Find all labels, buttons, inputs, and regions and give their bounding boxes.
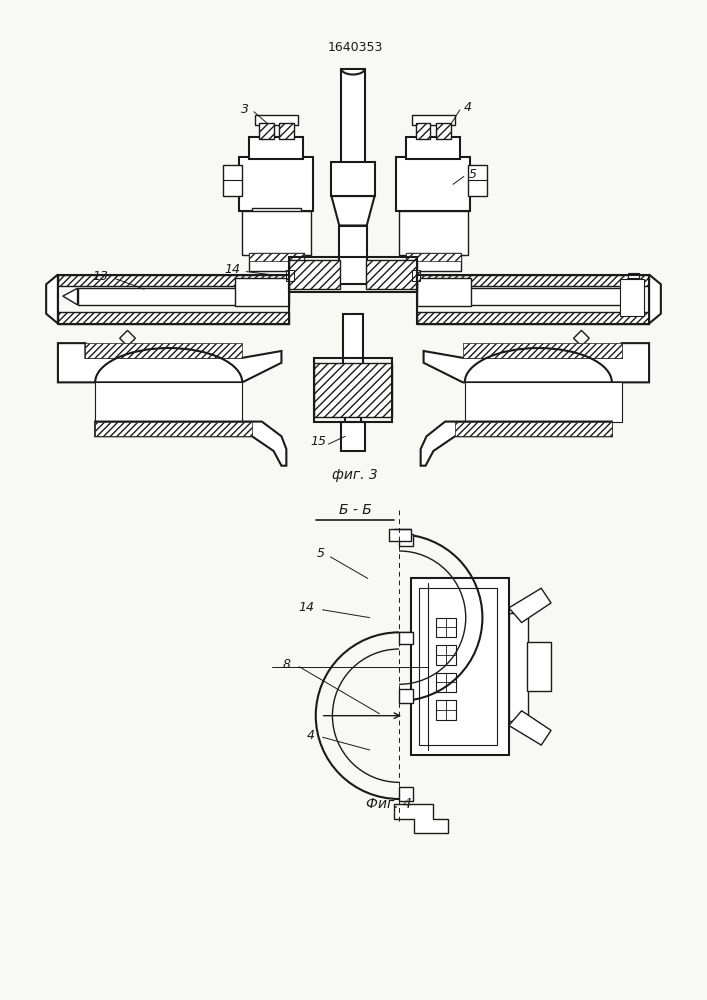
Bar <box>412 115 455 125</box>
Polygon shape <box>421 422 612 466</box>
Polygon shape <box>395 804 448 833</box>
Bar <box>58 275 289 324</box>
Bar <box>58 312 289 324</box>
Text: 14: 14 <box>298 601 314 614</box>
Bar <box>286 270 294 281</box>
Polygon shape <box>63 288 78 305</box>
Bar <box>243 211 311 255</box>
Text: 13: 13 <box>92 270 108 283</box>
Polygon shape <box>629 288 644 305</box>
Bar <box>416 312 649 324</box>
Bar <box>259 235 294 253</box>
Bar <box>399 211 468 255</box>
Polygon shape <box>46 275 58 324</box>
Bar <box>628 273 639 278</box>
Bar <box>341 69 365 186</box>
Bar <box>339 226 367 284</box>
Bar <box>406 137 460 159</box>
Bar <box>95 422 252 436</box>
Text: 14: 14 <box>224 263 240 276</box>
Bar <box>412 270 420 281</box>
Bar <box>223 165 243 196</box>
Bar <box>455 422 612 436</box>
Polygon shape <box>649 275 661 324</box>
Polygon shape <box>95 422 286 466</box>
Bar <box>436 700 456 720</box>
Bar <box>239 157 312 211</box>
Bar <box>446 288 629 305</box>
Polygon shape <box>509 588 551 623</box>
Bar <box>436 123 451 139</box>
Bar <box>58 275 289 286</box>
Bar <box>416 123 431 139</box>
Bar <box>436 645 456 665</box>
Polygon shape <box>95 382 243 422</box>
Bar <box>249 137 303 159</box>
Bar <box>619 279 644 316</box>
Bar <box>390 529 411 541</box>
Bar <box>406 253 461 261</box>
Bar <box>255 115 298 125</box>
Bar <box>252 208 301 237</box>
Bar <box>249 253 304 271</box>
Bar <box>396 157 469 211</box>
Bar <box>406 253 461 271</box>
Bar <box>411 578 509 755</box>
Bar <box>419 588 497 745</box>
Bar <box>366 260 416 289</box>
Bar <box>399 689 413 703</box>
Text: 1640353: 1640353 <box>327 41 382 54</box>
Bar <box>279 123 294 139</box>
Bar <box>345 397 361 426</box>
Bar <box>436 618 456 637</box>
Bar <box>289 257 416 292</box>
Bar <box>249 253 304 261</box>
Bar <box>509 613 529 721</box>
Bar <box>86 343 243 358</box>
Bar <box>416 275 649 286</box>
Polygon shape <box>423 343 649 382</box>
Bar <box>343 314 363 373</box>
Bar <box>416 278 471 306</box>
Bar <box>332 162 375 196</box>
Polygon shape <box>58 343 281 382</box>
Text: Б - Б: Б - Б <box>339 503 371 517</box>
Text: фиг. 3: фиг. 3 <box>332 468 378 482</box>
Bar <box>527 642 551 691</box>
Bar <box>399 534 413 546</box>
Text: 5: 5 <box>317 547 325 560</box>
Polygon shape <box>464 382 621 422</box>
Polygon shape <box>509 711 551 745</box>
Bar <box>235 278 289 306</box>
Text: 4: 4 <box>464 101 472 114</box>
Bar <box>468 165 487 196</box>
Text: 5: 5 <box>469 168 477 181</box>
Text: 15: 15 <box>310 435 327 448</box>
Bar <box>289 260 340 289</box>
Text: 3: 3 <box>241 103 249 116</box>
Text: 8: 8 <box>282 658 291 671</box>
Bar <box>314 363 392 417</box>
Bar <box>463 343 621 358</box>
Bar <box>78 288 260 305</box>
Bar <box>314 358 392 422</box>
Bar <box>259 123 274 139</box>
Bar <box>399 787 413 801</box>
Bar <box>416 275 649 324</box>
Bar <box>346 373 360 397</box>
Bar <box>399 632 413 644</box>
Text: Фиг. 4: Фиг. 4 <box>366 797 412 811</box>
Polygon shape <box>332 196 375 226</box>
Bar <box>436 673 456 692</box>
Text: 4: 4 <box>307 729 315 742</box>
Bar <box>341 422 365 451</box>
